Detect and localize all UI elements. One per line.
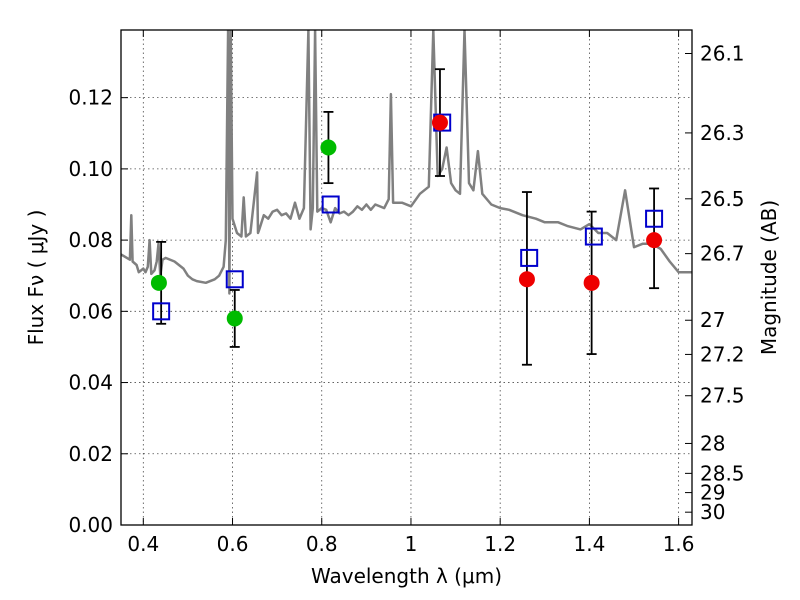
y-axis-ticks: 0.00 0.02 0.04 0.06 0.08 0.10 0.12 [68,86,128,537]
model-flux-square [645,209,664,228]
right-tick-label: 28.5 [700,461,745,485]
model-flux-square [520,248,539,267]
y-tick-label: 0.06 [68,299,113,323]
x-tick-label: 1 [405,532,418,556]
plot-frame [120,29,693,526]
right-tick-label: 26.7 [700,242,745,266]
grid [121,30,692,526]
right-tick-label: 28 [700,431,725,455]
x-tick-label: 0.8 [306,532,338,556]
y-axis-label: Flux Fν ( μJy ) [24,210,48,346]
y-tick-label: 0.08 [68,228,113,252]
spectrum-line [121,30,692,295]
right-tick-label: 27.2 [700,342,745,366]
observed-flux-point [150,274,167,291]
x-axis-ticks: 0.4 0.6 0.8 1 1.2 1.4 1.6 [127,30,695,556]
right-tick-label: 26.1 [700,42,745,66]
observed-flux-point [431,114,448,131]
observed-flux-point [226,310,243,327]
y-tick-label: 0.02 [68,442,113,466]
plot-area [121,30,692,366]
plot-content [121,30,692,366]
right-tick-label: 26.3 [700,121,745,145]
observed-flux-point [518,271,535,288]
x-tick-label: 0.6 [217,532,249,556]
right-tick-label: 27 [700,308,725,332]
model-flux-square [321,195,340,214]
y-tick-label: 0.00 [68,513,113,537]
x-tick-label: 0.4 [127,532,159,556]
right-axis-label: Magnitude (AB) [757,200,781,355]
x-tick-label: 1.4 [573,532,605,556]
right-tick-label: 30 [700,500,725,524]
x-tick-label: 1.2 [484,532,516,556]
right-tick-label: 27.5 [700,384,745,408]
x-tick-label: 1.6 [663,532,695,556]
y-tick-label: 0.04 [68,371,113,395]
observed-flux-point [646,232,663,249]
observed-flux-point [583,274,600,291]
observed-flux-point [320,139,337,156]
model-flux-square [152,302,171,321]
y-tick-label: 0.12 [68,86,113,110]
y-tick-label: 0.10 [68,157,113,181]
model-flux-square [584,227,603,246]
right-tick-label: 29 [700,481,725,505]
model-flux-square [225,270,244,289]
right-tick-label: 26.5 [700,187,745,211]
x-axis-label: Wavelength λ (μm) [311,564,502,588]
